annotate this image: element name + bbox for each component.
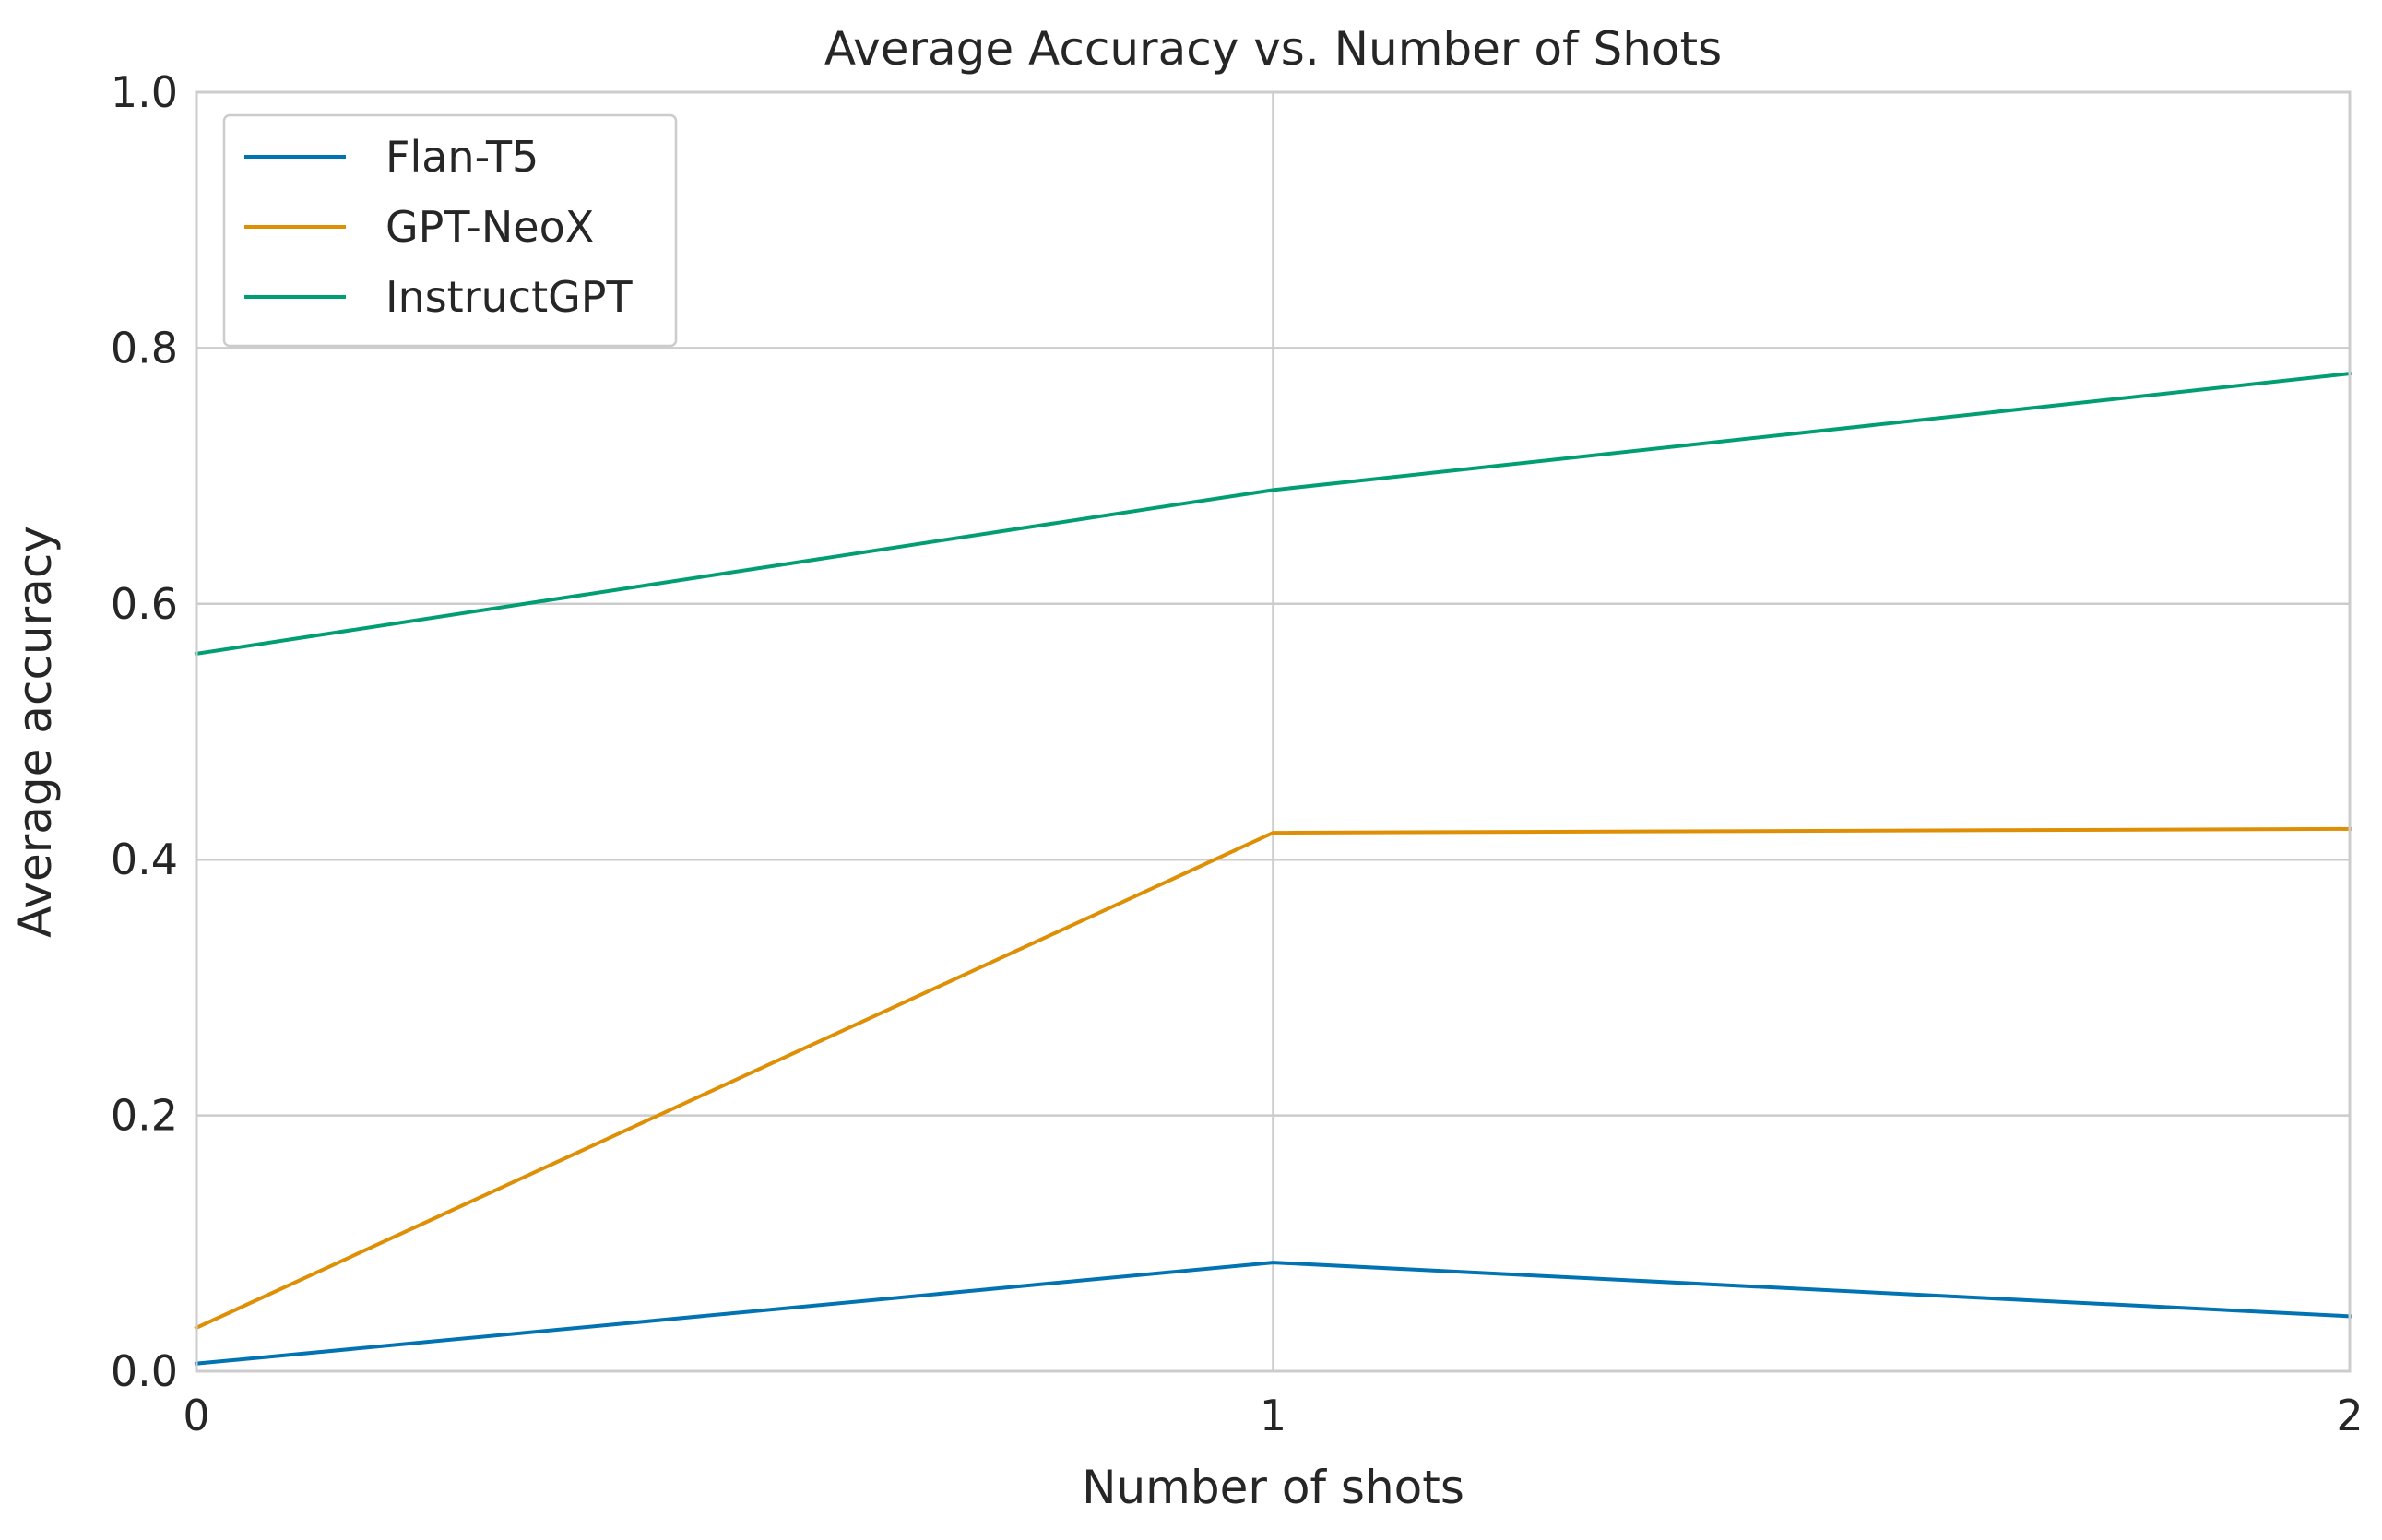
- series-line-gpt-neox: [194, 826, 2352, 1331]
- legend-entries: Flan-T5 GPT-NeoX InstructGPT: [244, 132, 634, 322]
- y-tick-label: 0.6: [111, 579, 178, 629]
- legend: Flan-T5 GPT-NeoX InstructGPT: [222, 113, 678, 348]
- y-tick-label: 0.2: [111, 1091, 178, 1141]
- y-tick-label: 0.4: [111, 835, 178, 884]
- x-tick-label: 1: [1260, 1391, 1286, 1440]
- x-tick-label: 2: [2336, 1391, 2363, 1440]
- legend-label: Flan-T5: [385, 132, 539, 182]
- y-axis-ticks: 0.0 0.2 0.4 0.6 0.8 1.0: [111, 67, 178, 1396]
- y-axis-label: Average accuracy: [8, 526, 62, 938]
- legend-frame: [222, 113, 678, 348]
- y-tick-label: 0.0: [111, 1346, 178, 1396]
- chart-title: Average Accuracy vs. Number of Shots: [824, 22, 1722, 76]
- y-tick-label: 1.0: [111, 67, 178, 117]
- plot-area-frame: [195, 90, 2352, 1373]
- x-axis-ticks: 0 1 2: [183, 1391, 2363, 1440]
- legend-label: GPT-NeoX: [385, 202, 594, 252]
- series-lines: [194, 371, 2352, 1366]
- y-tick-label: 0.8: [111, 323, 178, 373]
- x-tick-label: 0: [183, 1391, 209, 1440]
- legend-label: InstructGPT: [385, 272, 634, 322]
- x-axis-label: Number of shots: [1082, 1461, 1464, 1514]
- series-line-instructgpt: [194, 371, 2352, 657]
- series-line-flan-t5: [194, 1261, 2352, 1366]
